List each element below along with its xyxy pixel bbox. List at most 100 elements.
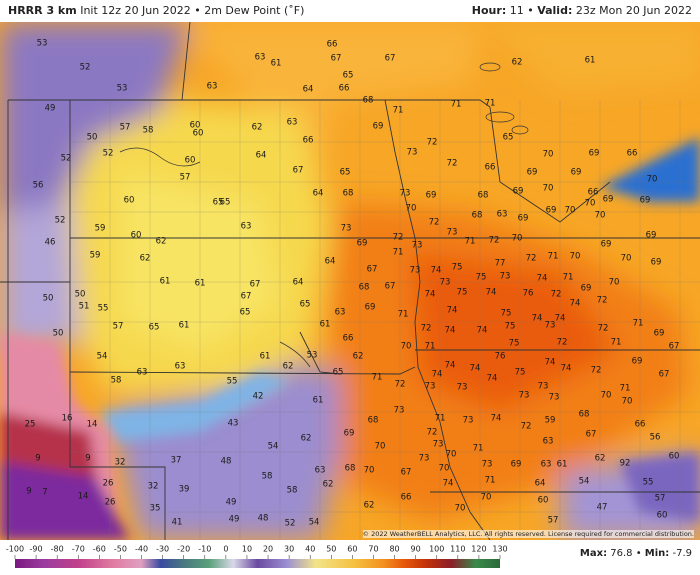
station-value: 26 [105, 498, 116, 508]
station-value: 60 [190, 121, 201, 131]
station-value: 55 [643, 478, 654, 488]
station-value: 62 [252, 123, 263, 133]
station-value: 61 [313, 396, 324, 406]
station-value: 65 [300, 300, 311, 310]
station-value: 68 [579, 410, 590, 420]
station-value: 69 [513, 187, 524, 197]
station-value: 66 [485, 163, 496, 173]
station-value: 74 [555, 314, 566, 324]
valid-label: Valid: [537, 4, 573, 17]
station-value: 53 [307, 351, 318, 361]
station-value: 61 [260, 352, 271, 362]
station-value: 63 [315, 466, 326, 476]
station-value: 69 [365, 303, 376, 313]
station-value: 50 [75, 290, 86, 300]
station-value: 72 [521, 422, 532, 432]
station-value: 66 [588, 188, 599, 198]
colorbar-tick-label: 30 [284, 545, 294, 554]
station-value: 75 [476, 273, 487, 283]
station-value: 72 [447, 159, 458, 169]
station-value: 74 [443, 479, 454, 489]
station-value: 73 [447, 228, 458, 238]
station-value: 65 [333, 368, 344, 378]
station-value: 60 [193, 129, 204, 139]
colorbar-ramp [15, 559, 500, 568]
station-value: 71 [393, 106, 404, 116]
station-value: 70 [401, 342, 412, 352]
station-value: 14 [87, 420, 98, 430]
station-value: 66 [339, 84, 350, 94]
station-value: 61 [160, 277, 171, 287]
station-value: 70 [375, 442, 386, 452]
station-value: 73 [407, 148, 418, 158]
colorbar-tick-label: 60 [347, 545, 357, 554]
station-value: 71 [548, 252, 559, 262]
colorbar-tick-label: -100 [6, 545, 24, 554]
station-value: 69 [632, 357, 643, 367]
station-value: 65 [220, 198, 231, 208]
station-value: 92 [620, 459, 631, 469]
station-value: 77 [495, 259, 506, 269]
header-left: HRRR 3 km Init 12z 20 Jun 2022 • 2m Dew … [8, 0, 304, 22]
hour-label: Hour: [471, 4, 507, 17]
min-label: Min: [644, 548, 670, 559]
station-value: 69 [651, 258, 662, 268]
station-value: 67 [385, 282, 396, 292]
station-value: 56 [33, 181, 44, 191]
station-value: 66 [343, 334, 354, 344]
station-value: 71 [435, 414, 446, 424]
station-value: 69 [646, 231, 657, 241]
station-value: 67 [586, 430, 597, 440]
station-value: 70 [364, 466, 375, 476]
station-value: 61 [271, 59, 282, 69]
station-value: 69 [511, 460, 522, 470]
station-value: 70 [609, 278, 620, 288]
station-value: 35 [150, 504, 161, 514]
station-value: 69 [640, 196, 651, 206]
station-value: 62 [283, 362, 294, 372]
station-value: 69 [654, 329, 665, 339]
station-value: 43 [228, 419, 239, 429]
station-value: 25 [25, 420, 36, 430]
station-value: 68 [359, 283, 370, 293]
station-value: 71 [425, 342, 436, 352]
station-value: 75 [515, 368, 526, 378]
station-value: 73 [545, 321, 556, 331]
header-right: Hour: 11 • Valid: 23z Mon 20 Jun 2022 [472, 0, 692, 22]
station-value: 32 [148, 482, 159, 492]
station-value: 68 [345, 464, 356, 474]
station-value: 72 [597, 296, 608, 306]
station-value: 70 [570, 252, 581, 262]
station-value: 73 [394, 406, 405, 416]
station-value: 73 [440, 278, 451, 288]
station-value: 69 [589, 149, 600, 159]
station-value: 74 [491, 414, 502, 424]
station-value: 64 [303, 85, 314, 95]
station-value: 47 [597, 503, 608, 513]
colorbar-tick-label: -30 [156, 545, 169, 554]
station-value: 68 [368, 416, 379, 426]
station-value: 57 [180, 173, 191, 183]
station-value: 52 [55, 216, 66, 226]
station-value: 69 [373, 122, 384, 132]
station-value: 63 [241, 222, 252, 232]
station-value: 65 [213, 198, 224, 208]
colorbar-tick-label: -20 [177, 545, 190, 554]
station-value: 56 [650, 433, 661, 443]
station-value: 58 [111, 376, 122, 386]
station-value: 72 [429, 218, 440, 228]
station-value: 7 [42, 488, 47, 498]
station-value: 52 [103, 149, 114, 159]
colorbar-tick-label: -40 [135, 545, 148, 554]
station-value: 68 [363, 96, 374, 106]
colorbar-tick-label: 110 [450, 545, 465, 554]
station-value: 70 [512, 234, 523, 244]
station-value: 60 [185, 156, 196, 166]
station-value: 26 [103, 479, 114, 489]
station-value: 62 [595, 454, 606, 464]
colorbar: -100 -90 -80 -70 -60 -50 -40 -30 -20 -10 0 10 20 30 40… [6, 545, 508, 568]
colorbar-tick-label: 20 [263, 545, 273, 554]
station-value: 71 [465, 237, 476, 247]
station-value: 57 [120, 123, 131, 133]
